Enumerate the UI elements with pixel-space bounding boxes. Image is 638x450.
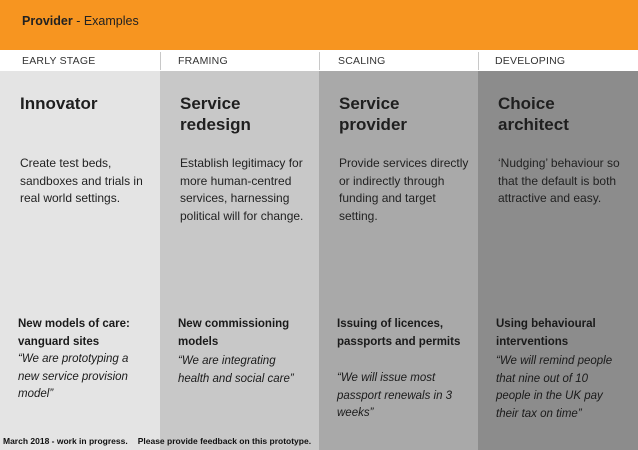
page-title: Provider - Examples (22, 14, 139, 28)
column-title: Service redesign (180, 93, 251, 135)
stage-label-developing: DEVELOPING (495, 55, 566, 67)
column-title-line: Service (339, 94, 400, 113)
column-title-line: Innovator (20, 94, 98, 113)
example-title: New models of care: vanguard sites (18, 318, 130, 348)
column-title: Innovator (20, 93, 97, 114)
column-description: ‘Nudging’ behaviour so that the default … (498, 156, 620, 205)
column-service-provider: Service provider Provide services direct… (319, 71, 478, 450)
stage-label-early: EARLY STAGE (22, 55, 96, 67)
stage-divider (160, 52, 161, 70)
example-quote: “We are prototyping a new service provis… (18, 353, 129, 400)
example-title: Issuing of licences, passports and permi… (337, 318, 461, 348)
stage-divider (319, 52, 320, 70)
column-innovator: Innovator Create test beds, sandboxes an… (0, 71, 160, 450)
column-title: Service provider (339, 93, 407, 135)
stage-label-scaling: SCALING (338, 55, 386, 67)
column-title: Choice architect (498, 93, 569, 135)
header-banner: Provider - Examples (0, 0, 638, 50)
column-title-line: architect (498, 115, 569, 134)
column-description: Create test beds, sandboxes and trials i… (20, 156, 143, 205)
footer-feedback: Please provide feedback on this prototyp… (137, 436, 312, 446)
column-description: Establish legitimacy for more human-cent… (180, 156, 304, 223)
example-title: Using behavioural interventions (496, 318, 596, 348)
column-service-redesign: Service redesign Establish legitimacy fo… (160, 71, 319, 450)
page-title-rest: - Examples (72, 14, 139, 28)
footer-note: March 2018 - work in progress. Please pro… (3, 436, 311, 446)
column-title-line: Service (180, 94, 241, 113)
footer-status: March 2018 - work in progress. (3, 436, 128, 446)
example-quote: “We will issue most passport renewals in… (337, 372, 453, 419)
column-title-line: Choice (498, 94, 555, 113)
example-title: New commissioning models (178, 318, 290, 348)
column-title-line: provider (339, 115, 408, 134)
column-title-line: redesign (180, 115, 251, 134)
example-quote: “We are integrating health and social ca… (178, 355, 294, 385)
stage-divider (478, 52, 479, 70)
example-quote: “We will remind people that nine out of … (496, 355, 613, 420)
column-choice-architect: Choice architect ‘Nudging’ behaviour so … (478, 71, 638, 450)
stage-label-framing: FRAMING (178, 55, 228, 67)
column-description: Provide services directly or indirectly … (339, 156, 469, 223)
page-title-bold: Provider (22, 14, 73, 28)
